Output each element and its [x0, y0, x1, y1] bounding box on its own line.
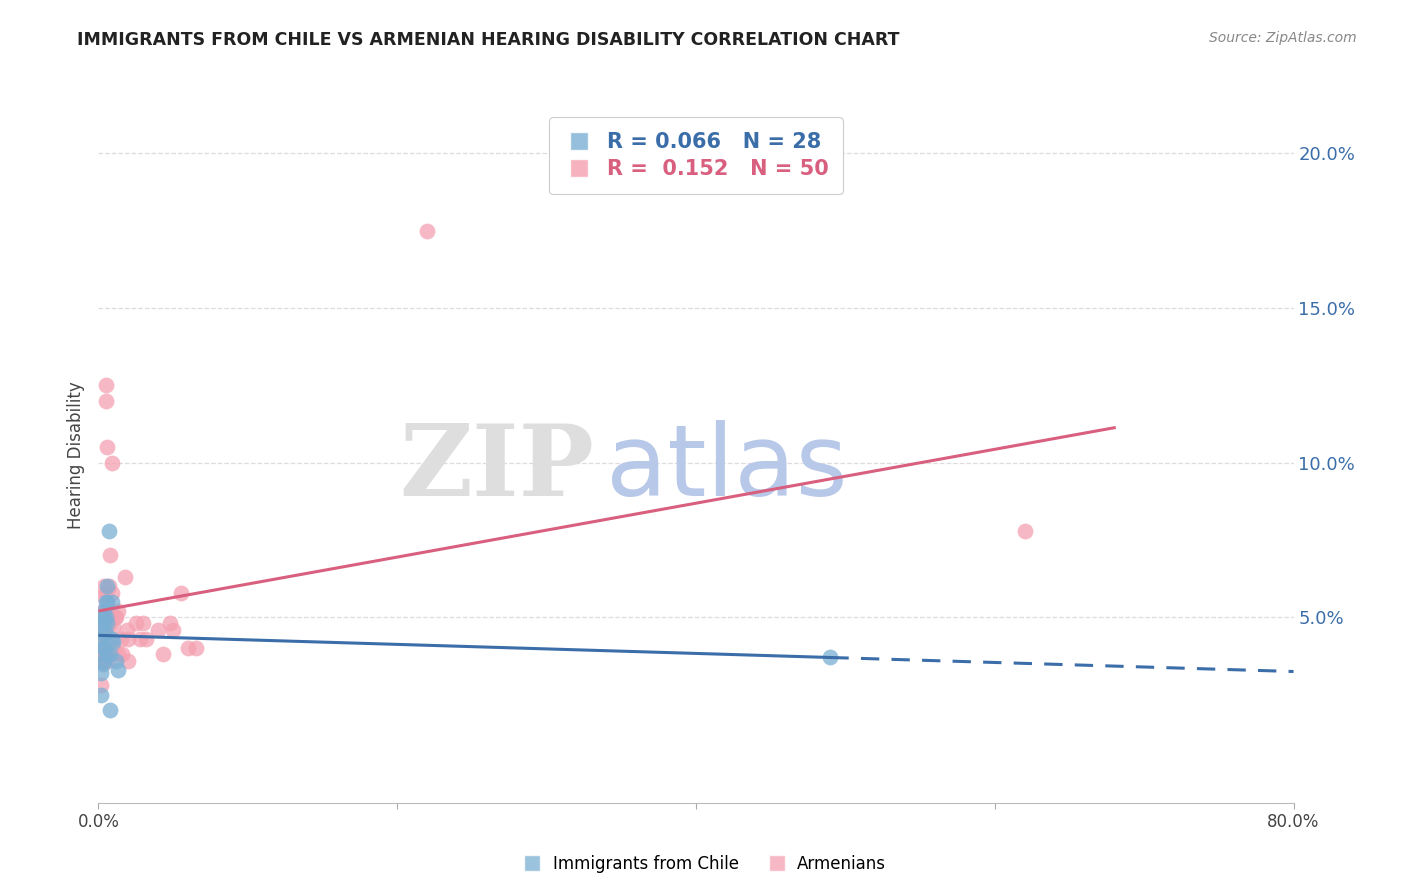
Point	[111, 648, 134, 662]
Text: Source: ZipAtlas.com: Source: ZipAtlas.com	[1209, 31, 1357, 45]
Point	[90, 678, 112, 692]
Point	[89, 632, 111, 646]
Point	[184, 641, 207, 656]
Point	[90, 665, 112, 680]
Point	[101, 632, 124, 646]
Point	[93, 619, 115, 633]
Point	[91, 641, 114, 656]
Point	[96, 648, 118, 662]
Text: IMMIGRANTS FROM CHILE VS ARMENIAN HEARING DISABILITY CORRELATION CHART: IMMIGRANTS FROM CHILE VS ARMENIAN HEARIN…	[77, 31, 900, 49]
Point	[97, 610, 120, 624]
Point	[96, 595, 118, 609]
Point	[104, 610, 127, 624]
Point	[93, 641, 115, 656]
Point	[96, 579, 118, 593]
Point	[94, 585, 117, 599]
Point	[89, 625, 111, 640]
Point	[162, 623, 184, 637]
Point	[91, 625, 114, 640]
Point	[103, 619, 125, 633]
Text: atlas: atlas	[606, 420, 848, 517]
Point	[820, 650, 842, 665]
Point	[135, 632, 157, 646]
Point	[152, 648, 174, 662]
Point	[117, 632, 139, 646]
Point	[94, 625, 117, 640]
Point	[98, 703, 122, 717]
Point	[91, 657, 114, 671]
Point	[90, 688, 112, 702]
Point	[94, 393, 117, 408]
Point	[98, 549, 122, 563]
Point	[98, 648, 122, 662]
Point	[89, 648, 111, 662]
Point	[129, 632, 152, 646]
Point	[91, 619, 114, 633]
Point	[93, 579, 115, 593]
Point	[93, 604, 115, 618]
Point	[98, 616, 122, 631]
Point	[132, 616, 155, 631]
Point	[94, 632, 117, 646]
Point	[159, 616, 181, 631]
Point	[93, 589, 115, 603]
Legend: Immigrants from Chile, Armenians: Immigrants from Chile, Armenians	[513, 848, 893, 880]
Text: ZIP: ZIP	[399, 420, 595, 517]
Point	[90, 616, 112, 631]
Point	[101, 456, 124, 470]
Point	[96, 654, 118, 668]
Point	[90, 616, 112, 631]
Point	[93, 616, 115, 631]
Point	[91, 604, 114, 618]
Point	[110, 632, 132, 646]
Point	[93, 654, 115, 668]
Y-axis label: Hearing Disability: Hearing Disability	[66, 381, 84, 529]
Point	[148, 623, 170, 637]
Point	[107, 663, 129, 677]
Point	[91, 654, 114, 668]
Point	[94, 378, 117, 392]
Point	[177, 641, 200, 656]
Point	[1014, 524, 1036, 538]
Point	[117, 654, 139, 668]
Point	[416, 224, 439, 238]
Point	[114, 570, 136, 584]
Point	[103, 635, 125, 649]
Point	[101, 585, 124, 599]
Point	[107, 648, 129, 662]
Point	[169, 585, 191, 599]
Point	[94, 595, 117, 609]
Point	[125, 616, 148, 631]
Point	[107, 604, 129, 618]
Legend: R = 0.066   N = 28, R =  0.152   N = 50: R = 0.066 N = 28, R = 0.152 N = 50	[548, 118, 844, 194]
Point	[105, 610, 128, 624]
Point	[93, 641, 115, 656]
Point	[96, 440, 118, 454]
Point	[105, 654, 128, 668]
Point	[94, 610, 117, 624]
Point	[101, 595, 124, 609]
Point	[103, 641, 125, 656]
Point	[97, 579, 120, 593]
Point	[94, 648, 117, 662]
Point	[97, 524, 120, 538]
Point	[90, 654, 112, 668]
Point	[96, 616, 118, 631]
Point	[91, 610, 114, 624]
Point	[115, 623, 138, 637]
